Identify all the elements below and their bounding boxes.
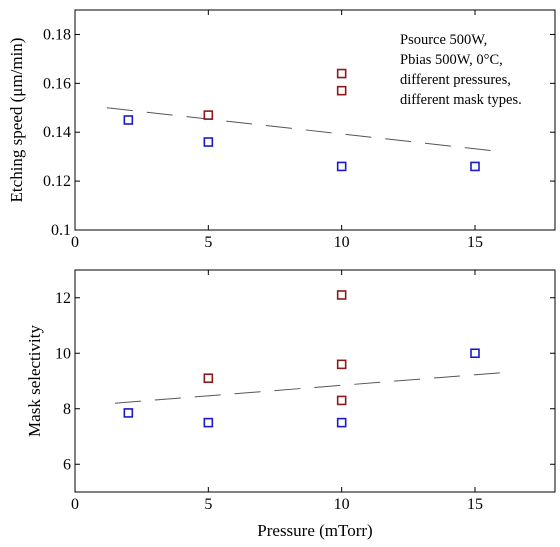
mask-selectivity-series-2-point <box>336 359 347 370</box>
etching-speed-series-1-point <box>123 115 134 125</box>
mask-selectivity-marks: 0 5 10 15 6 8 10 12 <box>55 270 555 513</box>
etching-speed-y-axis-title: Etching speed (μm/min) <box>7 38 26 203</box>
mask-selectivity-x-tick-label: 10 <box>334 496 350 513</box>
mask-selectivity-y-tick-label: 8 <box>63 401 71 418</box>
mask-selectivity-series-2-point <box>203 373 214 384</box>
mask-selectivity-y-axis-title: Mask selectivity <box>25 325 44 437</box>
etching-speed-y-tick-label: 0.14 <box>43 124 71 141</box>
etching-speed-series-1-point <box>336 161 347 172</box>
mask-selectivity-series-2-point <box>336 395 347 406</box>
etching-speed-trend-line <box>106 107 502 153</box>
mask-selectivity-series-1-point <box>336 417 347 428</box>
etching-speed-series-2-point <box>336 68 347 79</box>
etching-speed-y-tick-label: 0.1 <box>51 222 71 239</box>
etching-speed-panel: 0 5 10 15 0.1 0.12 0.14 0.16 0.18 Etching speed … <box>7 9 556 251</box>
mask-selectivity-series-1-point <box>203 417 214 428</box>
mask-selectivity-plot-frame <box>74 269 556 493</box>
annotation-line-2: Pbias 500W, 0°C, <box>400 52 503 68</box>
etching-speed-series-2-point <box>203 110 214 120</box>
etching-speed-y-tick-label: 0.12 <box>43 173 71 190</box>
mask-selectivity-x-tick-label: 15 <box>467 496 483 513</box>
etching-speed-marks: 0 5 10 15 0.1 0.12 0.14 0.16 0.18 <box>43 10 555 251</box>
etching-speed-annotation: Psource 500W, Pbias 500W, 0°C, different… <box>400 32 522 108</box>
mask-selectivity-series-1-point <box>470 348 480 359</box>
annotation-line-4: different mask types. <box>400 92 522 108</box>
mask-selectivity-panel: 0 5 10 15 6 8 10 12 Mask selectivity Pressure (… <box>25 269 556 540</box>
mask-selectivity-series-1-point <box>123 408 134 418</box>
etching-speed-plot-frame <box>74 9 556 231</box>
etching-speed-x-tick-label: 15 <box>467 234 483 251</box>
etching-speed-x-tick-label: 10 <box>334 234 350 251</box>
etching-speed-x-tick-label: 5 <box>204 234 212 251</box>
x-axis-title: Pressure (mTorr) <box>257 521 372 540</box>
mask-selectivity-series-2-point <box>336 290 347 300</box>
mask-selectivity-x-tick-label: 0 <box>71 496 79 513</box>
etching-speed-y-tick-label: 0.18 <box>43 26 71 43</box>
mask-selectivity-trend-line <box>114 372 502 404</box>
etching-speed-y-tick-label: 0.16 <box>43 75 71 92</box>
mask-selectivity-y-tick-label: 10 <box>55 345 71 362</box>
etching-speed-series-1-point <box>470 161 480 172</box>
etching-speed-x-tick-label: 0 <box>71 234 79 251</box>
etching-speed-series-1-point <box>203 137 214 147</box>
mask-selectivity-y-tick-label: 6 <box>63 456 71 473</box>
etching-speed-series-2-point <box>336 85 347 96</box>
mask-selectivity-x-tick-label: 5 <box>204 496 212 513</box>
annotation-line-1: Psource 500W, <box>400 32 487 48</box>
annotation-line-3: different pressures, <box>400 72 511 88</box>
mask-selectivity-y-tick-label: 12 <box>55 290 71 307</box>
